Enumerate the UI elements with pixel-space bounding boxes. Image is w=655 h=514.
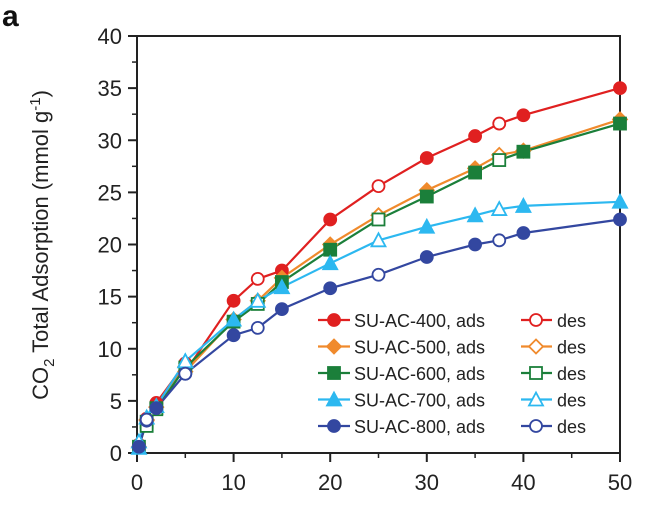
ads-point-4 <box>132 439 146 454</box>
des-point-4 <box>371 267 386 282</box>
ads-point-4 <box>419 250 434 264</box>
y-tick-label: 5 <box>110 389 122 414</box>
ads-point-2 <box>419 189 434 204</box>
y-tick-label: 40 <box>98 24 122 49</box>
y-tick-label: 25 <box>98 180 122 205</box>
legend-ads-suffix: , ads <box>446 364 485 384</box>
plot-area <box>130 81 629 456</box>
des-point-3 <box>249 291 267 308</box>
legend-ads-suffix: , ads <box>446 311 485 331</box>
y-tick-label: 20 <box>98 233 122 258</box>
des-point-4 <box>492 233 507 248</box>
legend-des-marker <box>527 390 545 407</box>
legend-ads-label: SU-AC-700, ads <box>354 391 485 411</box>
y-tick-label: 10 <box>98 337 122 362</box>
legend-series-name: SU-AC-400 <box>354 311 446 331</box>
panel-label: a <box>2 0 19 33</box>
ads-point-0 <box>468 129 483 143</box>
legend-ads-suffix: , ads <box>446 391 485 411</box>
des-point-3 <box>490 200 508 216</box>
legend-des-marker <box>529 366 543 380</box>
x-tick-label: 10 <box>221 470 245 495</box>
legend-des-label: des <box>557 364 586 384</box>
ads-point-4 <box>613 212 627 227</box>
legend-ads-marker <box>327 313 341 327</box>
ads-point-3 <box>321 254 339 271</box>
ads-point-0 <box>613 81 627 96</box>
ads-point-4 <box>274 302 289 317</box>
des-point-4 <box>178 366 193 381</box>
ads-point-0 <box>323 212 338 227</box>
legend-series-name: SU-AC-800 <box>354 417 446 437</box>
legend-ads-marker <box>325 338 343 355</box>
ads-point-3 <box>225 310 243 327</box>
legend-series-name: SU-AC-700 <box>354 391 446 411</box>
legend-series-name: SU-AC-600 <box>354 364 446 384</box>
des-point-0 <box>371 179 386 194</box>
ads-point-2 <box>468 165 483 180</box>
ads-point-3 <box>466 206 484 223</box>
ads-point-4 <box>468 237 483 252</box>
legend-ads-marker <box>327 419 341 433</box>
des-point-2 <box>371 212 386 227</box>
y-tick-label: 15 <box>98 285 122 310</box>
ads-point-3 <box>611 192 629 209</box>
legend-des-label: des <box>557 391 586 411</box>
ads-point-4 <box>149 401 164 416</box>
ads-point-2 <box>613 116 627 131</box>
y-axis-title-mid: Total Adsorption (mmol g <box>28 111 53 359</box>
ads-point-0 <box>226 293 241 308</box>
legend-des-marker <box>527 338 545 355</box>
des-point-0 <box>492 116 507 131</box>
ads-point-4 <box>516 226 531 240</box>
ads-point-0 <box>419 151 434 165</box>
legend-des-label: des <box>557 311 586 331</box>
legend-ads-label: SU-AC-600, ads <box>354 364 485 384</box>
legend-ads-marker <box>325 390 343 407</box>
y-axis-title: CO2 Total Adsorption (mmol g-1) <box>27 90 58 400</box>
x-tick-label: 40 <box>511 470 535 495</box>
legend-des-marker <box>529 313 543 327</box>
des-point-2 <box>492 153 507 167</box>
legend-ads-suffix: , ads <box>446 338 485 358</box>
y-axis-title-pre: CO <box>28 367 53 400</box>
des-point-3 <box>369 231 388 248</box>
des-point-4 <box>250 320 265 335</box>
legend-ads-label: SU-AC-400, ads <box>354 311 485 331</box>
ads-point-2 <box>323 242 338 257</box>
ads-point-3 <box>418 217 436 234</box>
ads-point-2 <box>516 144 531 159</box>
y-axis-title-post: ) <box>28 90 53 97</box>
des-point-0 <box>250 272 265 286</box>
axes: 0 5 10 15 20 25 30 35 40 0 10 20 30 40 50 <box>98 24 633 495</box>
legend-des-marker <box>529 419 543 433</box>
x-tick-label: 20 <box>318 470 342 495</box>
legend-ads-label: SU-AC-800, ads <box>354 417 485 437</box>
legend-des-label: des <box>557 338 586 358</box>
x-tick-label: 0 <box>131 470 143 495</box>
ads-point-0 <box>516 108 531 123</box>
des-point-4 <box>139 412 154 427</box>
x-tick-label: 50 <box>608 470 632 495</box>
ads-point-4 <box>323 281 338 296</box>
ads-point-3 <box>514 197 532 213</box>
y-axis-title-sub: 2 <box>41 359 58 367</box>
legend-ads-label: SU-AC-500, ads <box>354 338 485 358</box>
legend-des-label: des <box>557 417 586 437</box>
legend-series-name: SU-AC-500 <box>354 338 446 358</box>
ads-point-4 <box>226 328 241 343</box>
x-tick-label: 30 <box>415 470 439 495</box>
y-axis-title-sup: -1 <box>27 97 44 110</box>
legend-ads-marker <box>327 366 341 380</box>
y-tick-label: 30 <box>98 128 122 153</box>
legend-ads-suffix: , ads <box>446 417 485 437</box>
ads-point-3 <box>273 278 291 295</box>
y-tick-label: 35 <box>98 76 122 101</box>
y-tick-label: 0 <box>110 441 122 466</box>
